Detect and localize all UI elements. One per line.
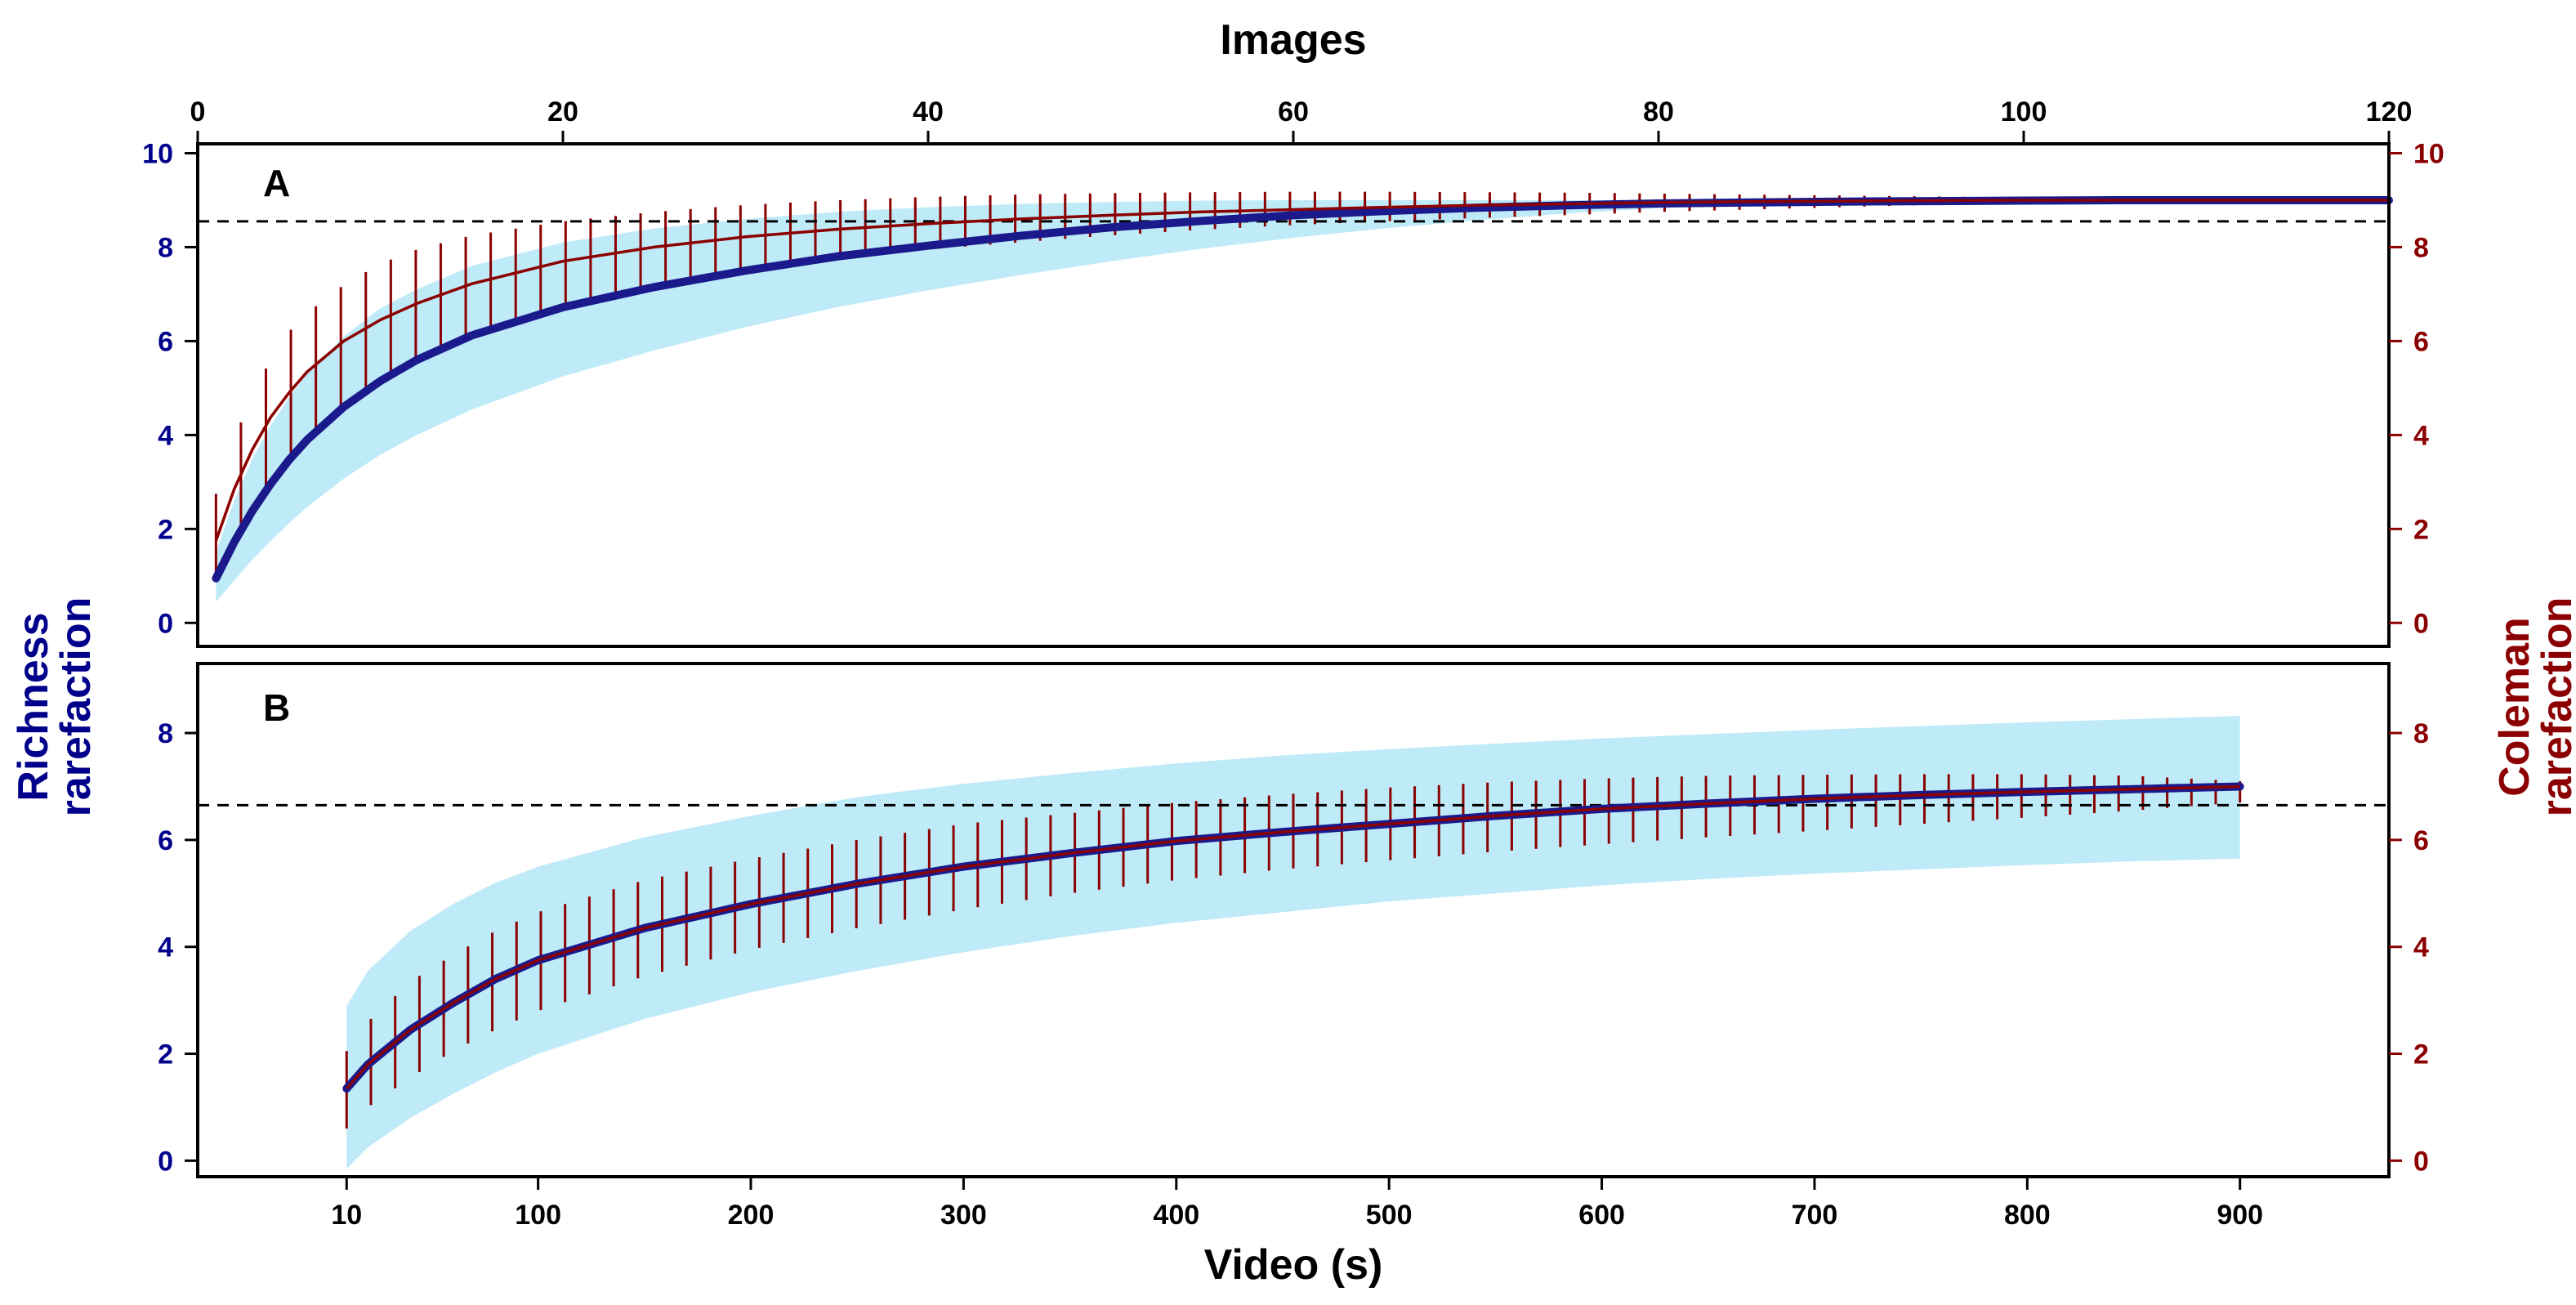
right-y-tick-label: 8	[2413, 718, 2429, 749]
bottom-x-tick-label: 10	[331, 1200, 362, 1231]
left-y-tick-label: 2	[158, 1039, 173, 1070]
left-y-tick-label: 6	[158, 326, 173, 357]
right-y-tick-label: 0	[2413, 1146, 2429, 1177]
top-x-tick-label: 100	[2001, 96, 2047, 127]
right-y-tick-label: 10	[2413, 138, 2444, 169]
top-x-tick-label: 80	[1643, 96, 1674, 127]
panel-b-axes-layer: 0 2 4 6 8 0 2 4 6 8 10 100 200 300 400 500 600 700 800 900	[158, 662, 2429, 1231]
panel-a-line-layer	[198, 196, 2393, 583]
bottom-x-tick-label: 200	[728, 1200, 775, 1231]
right-y-tick-label: 6	[2413, 326, 2429, 357]
richness-ci-band	[346, 716, 2240, 1169]
right-y-tick-label: 2	[2413, 514, 2429, 545]
left-y-tick-label: 8	[158, 232, 173, 263]
top-x-tick-label: 120	[2366, 96, 2413, 127]
bottom-x-tick-label: 900	[2217, 1200, 2263, 1231]
bottom-axis-title: Video (s)	[1204, 1241, 1383, 1289]
left-axis-title: Richness rarefaction	[10, 597, 100, 817]
left-y-tick-label: 2	[158, 514, 173, 545]
top-axis-title: Images	[1220, 16, 1366, 64]
right-y-tick-label: 2	[2413, 1039, 2429, 1070]
panel-b-line-layer	[198, 782, 2389, 1093]
right-y-tick-label: 4	[2413, 420, 2429, 451]
left-y-tick-label: 6	[158, 825, 173, 856]
left-y-tick-label: 0	[158, 608, 173, 639]
right-axis-title-line-2: rarefaction	[2534, 597, 2576, 817]
top-x-tick-label: 40	[913, 96, 944, 127]
top-x-tick-label: 60	[1278, 96, 1309, 127]
left-y-tick-label: 0	[158, 1146, 173, 1177]
panel-a-ci-band-layer	[216, 200, 2390, 602]
right-axis-title-line-1: Coleman	[2491, 617, 2538, 797]
right-y-tick-label: 4	[2413, 932, 2429, 963]
coleman-mean-line	[214, 199, 2389, 542]
bottom-x-tick-label: 500	[1366, 1200, 1413, 1231]
bottom-x-tick-label: 700	[1792, 1200, 1838, 1231]
top-x-tick-label: 20	[547, 96, 578, 127]
left-axis-title-line-1: Richness	[10, 612, 57, 801]
left-y-tick-label: 4	[158, 932, 173, 963]
left-y-tick-label: 8	[158, 718, 173, 749]
top-x-tick-label: 0	[190, 96, 206, 127]
bottom-x-tick-label: 400	[1153, 1200, 1199, 1231]
right-axis-title: Coleman rarefaction	[2491, 597, 2576, 817]
left-y-tick-label: 10	[142, 138, 173, 169]
right-y-tick-label: 0	[2413, 608, 2429, 639]
panel-b-ci-band-layer	[346, 716, 2240, 1169]
bottom-x-tick-label: 100	[515, 1200, 561, 1231]
right-y-tick-label: 8	[2413, 232, 2429, 263]
bottom-x-tick-label: 800	[2004, 1200, 2051, 1231]
panel-frame	[196, 662, 2391, 1178]
left-y-tick-label: 4	[158, 420, 173, 451]
coleman-mean-line	[345, 784, 2240, 1090]
left-axis-title-line-2: rarefaction	[52, 597, 100, 817]
panel-a-label: A	[263, 162, 290, 204]
right-y-tick-label: 6	[2413, 825, 2429, 856]
bottom-x-tick-label: 300	[940, 1200, 987, 1231]
richness-ci-band	[216, 200, 2390, 602]
bottom-x-tick-label: 600	[1578, 1200, 1625, 1231]
panel-b-label: B	[263, 686, 290, 729]
